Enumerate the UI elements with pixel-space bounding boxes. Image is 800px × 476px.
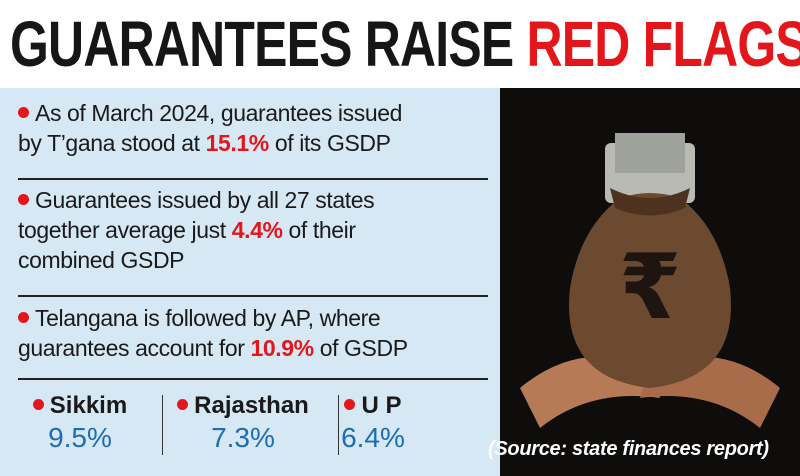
stat: Sikkim 9.5%: [5, 392, 155, 454]
bullet-text: As of March 2024, guarantees issued: [35, 100, 403, 126]
source-note: (Source: state finances report): [488, 438, 769, 460]
divider: [162, 395, 163, 455]
bullet-highlight: 4.4%: [231, 217, 283, 243]
stat-value: 7.3%: [211, 422, 275, 453]
bullet-text: combined GSDP: [18, 247, 185, 273]
svg-text:₹: ₹: [619, 235, 682, 340]
divider: [338, 395, 339, 455]
stat: Rajasthan 7.3%: [168, 392, 318, 454]
bullet-highlight: 15.1%: [205, 130, 270, 156]
divider: [18, 178, 488, 180]
bullet-text: Guarantees issued by all 27 states: [35, 187, 375, 213]
bullet: Telangana is followed by AP, where guaran…: [18, 303, 493, 363]
stat-state: Sikkim: [49, 392, 128, 419]
bullet-text: of GSDP: [319, 335, 408, 361]
bullet: Guarantees issued by all 27 states togeth…: [18, 185, 493, 275]
bullet-text: guarantees account for: [18, 335, 245, 361]
stat-state: U P: [361, 392, 402, 419]
bullet-highlight: 10.9%: [250, 335, 314, 361]
bullet-text: of their: [288, 217, 357, 243]
bullet-text: by T’gana stood at: [18, 130, 200, 156]
stat-value: 6.4%: [341, 422, 405, 453]
photo: ₹: [500, 88, 800, 476]
facts-panel: [0, 88, 500, 476]
stat-state: Rajasthan: [194, 392, 309, 419]
bullet-text: of its GSDP: [274, 130, 391, 156]
bullet-text: together average just: [18, 217, 226, 243]
headline-red: RED FLAGS: [526, 8, 800, 80]
headline-black: GUARANTEES RAISE: [10, 8, 514, 80]
divider: [18, 378, 488, 380]
bullet-text: Telangana is followed by AP, where: [35, 305, 381, 331]
headline: GUARANTEES RAISE RED FLAGS: [10, 4, 800, 84]
divider: [18, 295, 488, 297]
stat-value: 9.5%: [48, 422, 112, 453]
bullet: As of March 2024, guarantees issued by T’…: [18, 98, 493, 158]
stat: U P 6.4%: [318, 392, 428, 454]
